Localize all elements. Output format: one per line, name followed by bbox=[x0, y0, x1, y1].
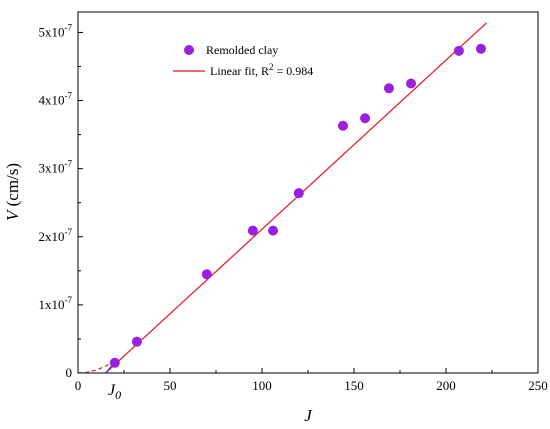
data-point-11 bbox=[453, 45, 464, 56]
x-tick-label-0: 0 bbox=[75, 378, 82, 393]
legend-marker-remolded-clay bbox=[184, 45, 194, 55]
legend: Remolded clay Linear fit, R2 = 0.984 bbox=[173, 43, 313, 78]
x-axis-title: J bbox=[304, 406, 313, 425]
data-point-3 bbox=[201, 269, 212, 280]
legend-label-linear-fit-suffix: = 0.984 bbox=[273, 64, 313, 78]
data-point-6 bbox=[293, 188, 304, 199]
y-axis: 0 1x10-7 2x10-7 3x10-7 4x10-7 5x10-7 bbox=[39, 22, 83, 380]
y-axis-title: V (cm/s) bbox=[3, 163, 22, 221]
data-point-4 bbox=[247, 225, 258, 236]
y-axis-title-unit: (cm/s) bbox=[3, 163, 22, 211]
legend-label-linear-fit-main: Linear fit, R bbox=[210, 64, 269, 78]
y-tick-label-4: 4x10-7 bbox=[39, 91, 73, 108]
data-point-5 bbox=[268, 225, 279, 236]
legend-label-linear-fit: Linear fit, R2 = 0.984 bbox=[210, 62, 313, 78]
linear-fit-line bbox=[105, 22, 487, 374]
y-tick-label-3: 3x10-7 bbox=[39, 159, 73, 176]
x-tick-label-250: 250 bbox=[528, 378, 548, 393]
data-point-7 bbox=[337, 120, 348, 131]
x-tick-label-100: 100 bbox=[252, 378, 272, 393]
y-tick-label-1: 1x10-7 bbox=[39, 295, 73, 312]
legend-label-remolded-clay: Remolded clay bbox=[206, 43, 278, 57]
x-axis: 0 50 100 150 200 250 bbox=[75, 368, 548, 393]
y-axis-title-var: V bbox=[3, 208, 22, 221]
data-point-9 bbox=[383, 83, 394, 94]
data-point-10 bbox=[406, 78, 417, 89]
x-tick-label-50: 50 bbox=[164, 378, 177, 393]
legend-label-linear-fit-sup: 2 bbox=[269, 62, 274, 72]
x-tick-label-200: 200 bbox=[436, 378, 456, 393]
j0-annotation-sub: 0 bbox=[115, 388, 121, 402]
x-tick-label-150: 150 bbox=[344, 378, 364, 393]
data-point-2 bbox=[131, 336, 142, 347]
y-tick-label-0: 0 bbox=[66, 365, 73, 380]
y-tick-label-5: 5x10-7 bbox=[39, 22, 73, 39]
j0-annotation-main: J bbox=[108, 382, 116, 399]
data-point-1 bbox=[109, 357, 120, 368]
extrapolation-curve bbox=[77, 360, 116, 374]
data-point-8 bbox=[360, 113, 371, 124]
y-tick-label-2: 2x10-7 bbox=[39, 227, 73, 244]
data-point-12 bbox=[475, 43, 486, 54]
j0-annotation: J0 bbox=[108, 382, 121, 402]
data-points bbox=[109, 43, 486, 368]
